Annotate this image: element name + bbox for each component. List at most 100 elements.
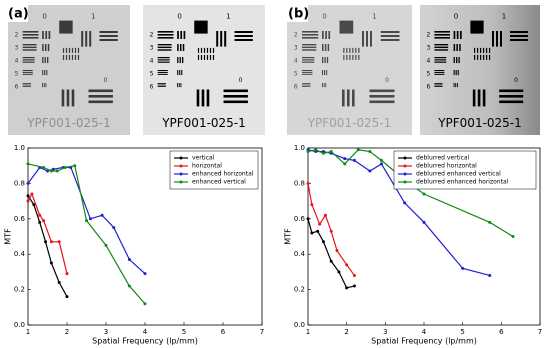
data-point (352, 284, 356, 288)
target-bar (201, 89, 205, 107)
target-bar (302, 44, 317, 46)
target-bar (89, 31, 92, 47)
target-small-bar (197, 54, 200, 60)
data-point (143, 272, 147, 276)
target-small-bar (343, 47, 345, 53)
data-point (343, 157, 347, 161)
target-bar (380, 39, 400, 41)
target-bar (347, 89, 350, 107)
target-bar (88, 95, 113, 98)
target-bar (22, 84, 31, 86)
data-point (49, 240, 53, 244)
target-bar (482, 89, 486, 107)
data-point (112, 226, 116, 230)
target-bar (223, 89, 248, 93)
target-bar (157, 57, 170, 59)
target-bar (457, 70, 459, 76)
target-bar (323, 83, 325, 88)
target-bar (369, 89, 395, 93)
target-bar (157, 46, 172, 49)
data-point (88, 217, 92, 221)
data-point (488, 220, 492, 224)
target-bar (81, 31, 84, 47)
legend-marker (179, 172, 183, 176)
target-bar (22, 61, 35, 63)
x-tick-label: 7 (538, 328, 542, 336)
target-small-bar (343, 54, 345, 60)
target-digit: 0 (385, 77, 389, 84)
target-small-bar (489, 47, 491, 53)
data-point (30, 192, 34, 196)
target-bar (380, 31, 400, 33)
data-point (335, 249, 339, 253)
target-bar (66, 89, 70, 107)
legend-marker (179, 156, 183, 160)
target-bar (157, 86, 166, 87)
target-bar (157, 61, 170, 63)
target-digit: 6 (15, 84, 19, 91)
target-small-bar (474, 54, 476, 60)
target-bar (234, 31, 253, 33)
target-bar (157, 37, 174, 39)
target-bar (322, 44, 324, 52)
target-small-bar (349, 47, 351, 53)
image-caption: YPF001-025-1 (161, 116, 246, 130)
target-bar (369, 95, 395, 98)
target-bar (45, 83, 47, 88)
data-point (329, 229, 333, 233)
data-point (42, 165, 46, 169)
target-digit: 5 (150, 71, 154, 78)
target-bar (434, 83, 443, 84)
target-bar (85, 31, 88, 47)
legend-label: horizontal (192, 163, 222, 170)
data-point (306, 181, 310, 185)
target-bar (477, 89, 481, 107)
target-bar (510, 31, 528, 33)
legend-box (393, 150, 537, 190)
target-bar (157, 84, 166, 86)
data-point (461, 266, 465, 270)
target-bar (182, 57, 184, 64)
target-bar (302, 61, 315, 63)
target-bar (434, 49, 449, 51)
target-bar (42, 44, 44, 52)
target-bar (22, 49, 37, 51)
target-bar (434, 73, 445, 75)
target-bar (22, 59, 35, 61)
target-bar (325, 31, 327, 39)
target-digit: 3 (294, 45, 298, 52)
target-bar (322, 31, 324, 39)
y-tick-label: 0.4 (14, 250, 26, 258)
data-point (51, 167, 55, 171)
target-bar (453, 70, 455, 76)
data-point (379, 158, 383, 162)
target-bar (434, 70, 445, 72)
target-bar (455, 70, 457, 76)
data-point (104, 243, 108, 247)
data-point (63, 165, 67, 169)
x-tick-label: 2 (344, 328, 348, 336)
target-digit: 0 (322, 13, 326, 21)
x-tick-label: 6 (499, 328, 504, 336)
panel-label: (a) (8, 7, 29, 22)
legend-marker (403, 164, 407, 168)
target-bar (48, 31, 51, 39)
target-bar (216, 31, 219, 47)
target-bar (302, 70, 313, 72)
target-bar (224, 31, 227, 47)
target-bar (181, 70, 183, 76)
target-bar (157, 71, 168, 73)
data-point (42, 219, 46, 223)
data-point (85, 219, 88, 223)
target-bar (326, 70, 328, 76)
target-bar (434, 44, 449, 46)
data-point (65, 295, 69, 299)
target-bar (22, 83, 31, 84)
data-point (321, 151, 325, 155)
target-bar (88, 100, 113, 104)
target-small-bar (77, 54, 80, 60)
target-bar (322, 70, 324, 76)
target-bar (366, 31, 368, 47)
target-bar (302, 57, 315, 59)
target-bar (302, 59, 315, 61)
